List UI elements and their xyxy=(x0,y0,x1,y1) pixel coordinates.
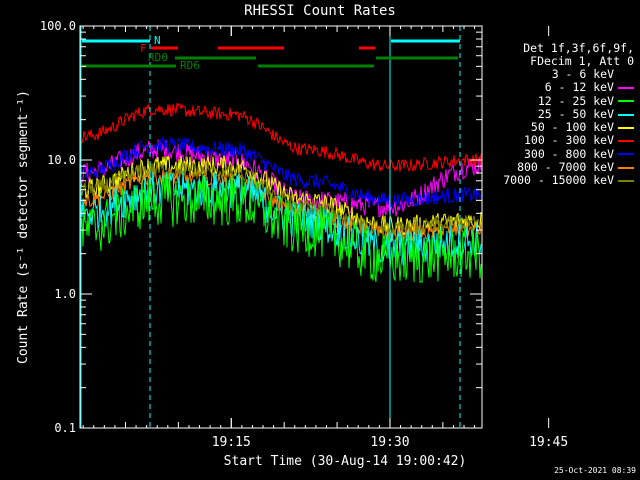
legend-swatch xyxy=(618,113,634,116)
legend-swatch xyxy=(618,180,634,183)
legend-entry-label: 800 - 7000 keV xyxy=(517,160,614,175)
y-tick-label: 0.1 xyxy=(54,421,76,435)
legend-entry: 300 - 800 keV xyxy=(484,146,634,161)
legend-entry: 25 - 50 keV xyxy=(484,106,634,121)
legend-entry-label: 6 - 12 keV xyxy=(544,80,614,95)
legend-swatch xyxy=(618,86,634,89)
generation-timestamp: 25-Oct-2021 08:39 xyxy=(554,466,636,475)
legend-entry-label: 25 - 50 keV xyxy=(537,106,614,121)
y-axis-label: Count Rate (s⁻¹ detector segment⁻¹) xyxy=(16,90,31,364)
y-tick-label: 100.0 xyxy=(40,19,76,33)
legend-entry: 50 - 100 keV xyxy=(484,120,634,135)
legend-entry-label: 300 - 800 keV xyxy=(523,146,614,161)
legend-swatch xyxy=(618,73,634,76)
series-line-1 xyxy=(80,139,482,218)
legend-swatch xyxy=(618,100,634,103)
series-line-5 xyxy=(80,102,482,173)
annotation-n: N xyxy=(154,34,161,47)
legend-swatch xyxy=(618,126,634,129)
series-line-6 xyxy=(80,135,482,210)
x-tick-label: 19:15 xyxy=(212,435,251,450)
legend-header-line-1: Det 1f,3f,6f,9f, xyxy=(523,41,634,55)
annotation-rd6: RD6 xyxy=(180,59,200,72)
legend-entry-label: 50 - 100 keV xyxy=(530,120,614,135)
legend: Det 1f,3f,6f,9f, FDecim 1, Att 0 3 - 6 k… xyxy=(484,42,634,188)
legend-entry-label: 3 - 6 keV xyxy=(551,67,614,81)
annotation-rd0: RD0 xyxy=(148,51,168,64)
legend-entry: 3 - 6 keV xyxy=(484,67,634,81)
series-line-2 xyxy=(80,173,482,283)
legend-header-line-2: FDecim 1, Att 0 xyxy=(530,54,634,68)
legend-entry-label: 12 - 25 keV xyxy=(537,93,614,108)
legend-entry: 6 - 12 keV xyxy=(484,80,634,95)
legend-entry: 800 - 7000 keV xyxy=(484,160,634,175)
plot-frame xyxy=(79,25,483,429)
legend-entry-label: 7000 - 15000 keV xyxy=(503,173,614,188)
x-tick-label: 19:45 xyxy=(529,435,568,450)
x-tick-label: 19:30 xyxy=(370,435,409,450)
legend-swatch xyxy=(618,140,634,143)
legend-entry: 12 - 25 keV xyxy=(484,93,634,108)
y-tick-label: 1.0 xyxy=(54,287,76,301)
x-axis-label: Start Time (30-Aug-14 19:00:42) xyxy=(223,454,467,469)
legend-entry: 100 - 300 keV xyxy=(484,134,634,147)
chart-title: RHESSI Count Rates xyxy=(244,3,396,19)
y-tick-label: 10.0 xyxy=(47,153,76,167)
legend-swatch xyxy=(618,166,634,169)
annotation-f: F xyxy=(140,42,147,55)
legend-entry: 7000 - 15000 keV xyxy=(484,174,634,187)
legend-entry-label: 100 - 300 keV xyxy=(523,133,614,148)
legend-swatch xyxy=(618,153,634,156)
